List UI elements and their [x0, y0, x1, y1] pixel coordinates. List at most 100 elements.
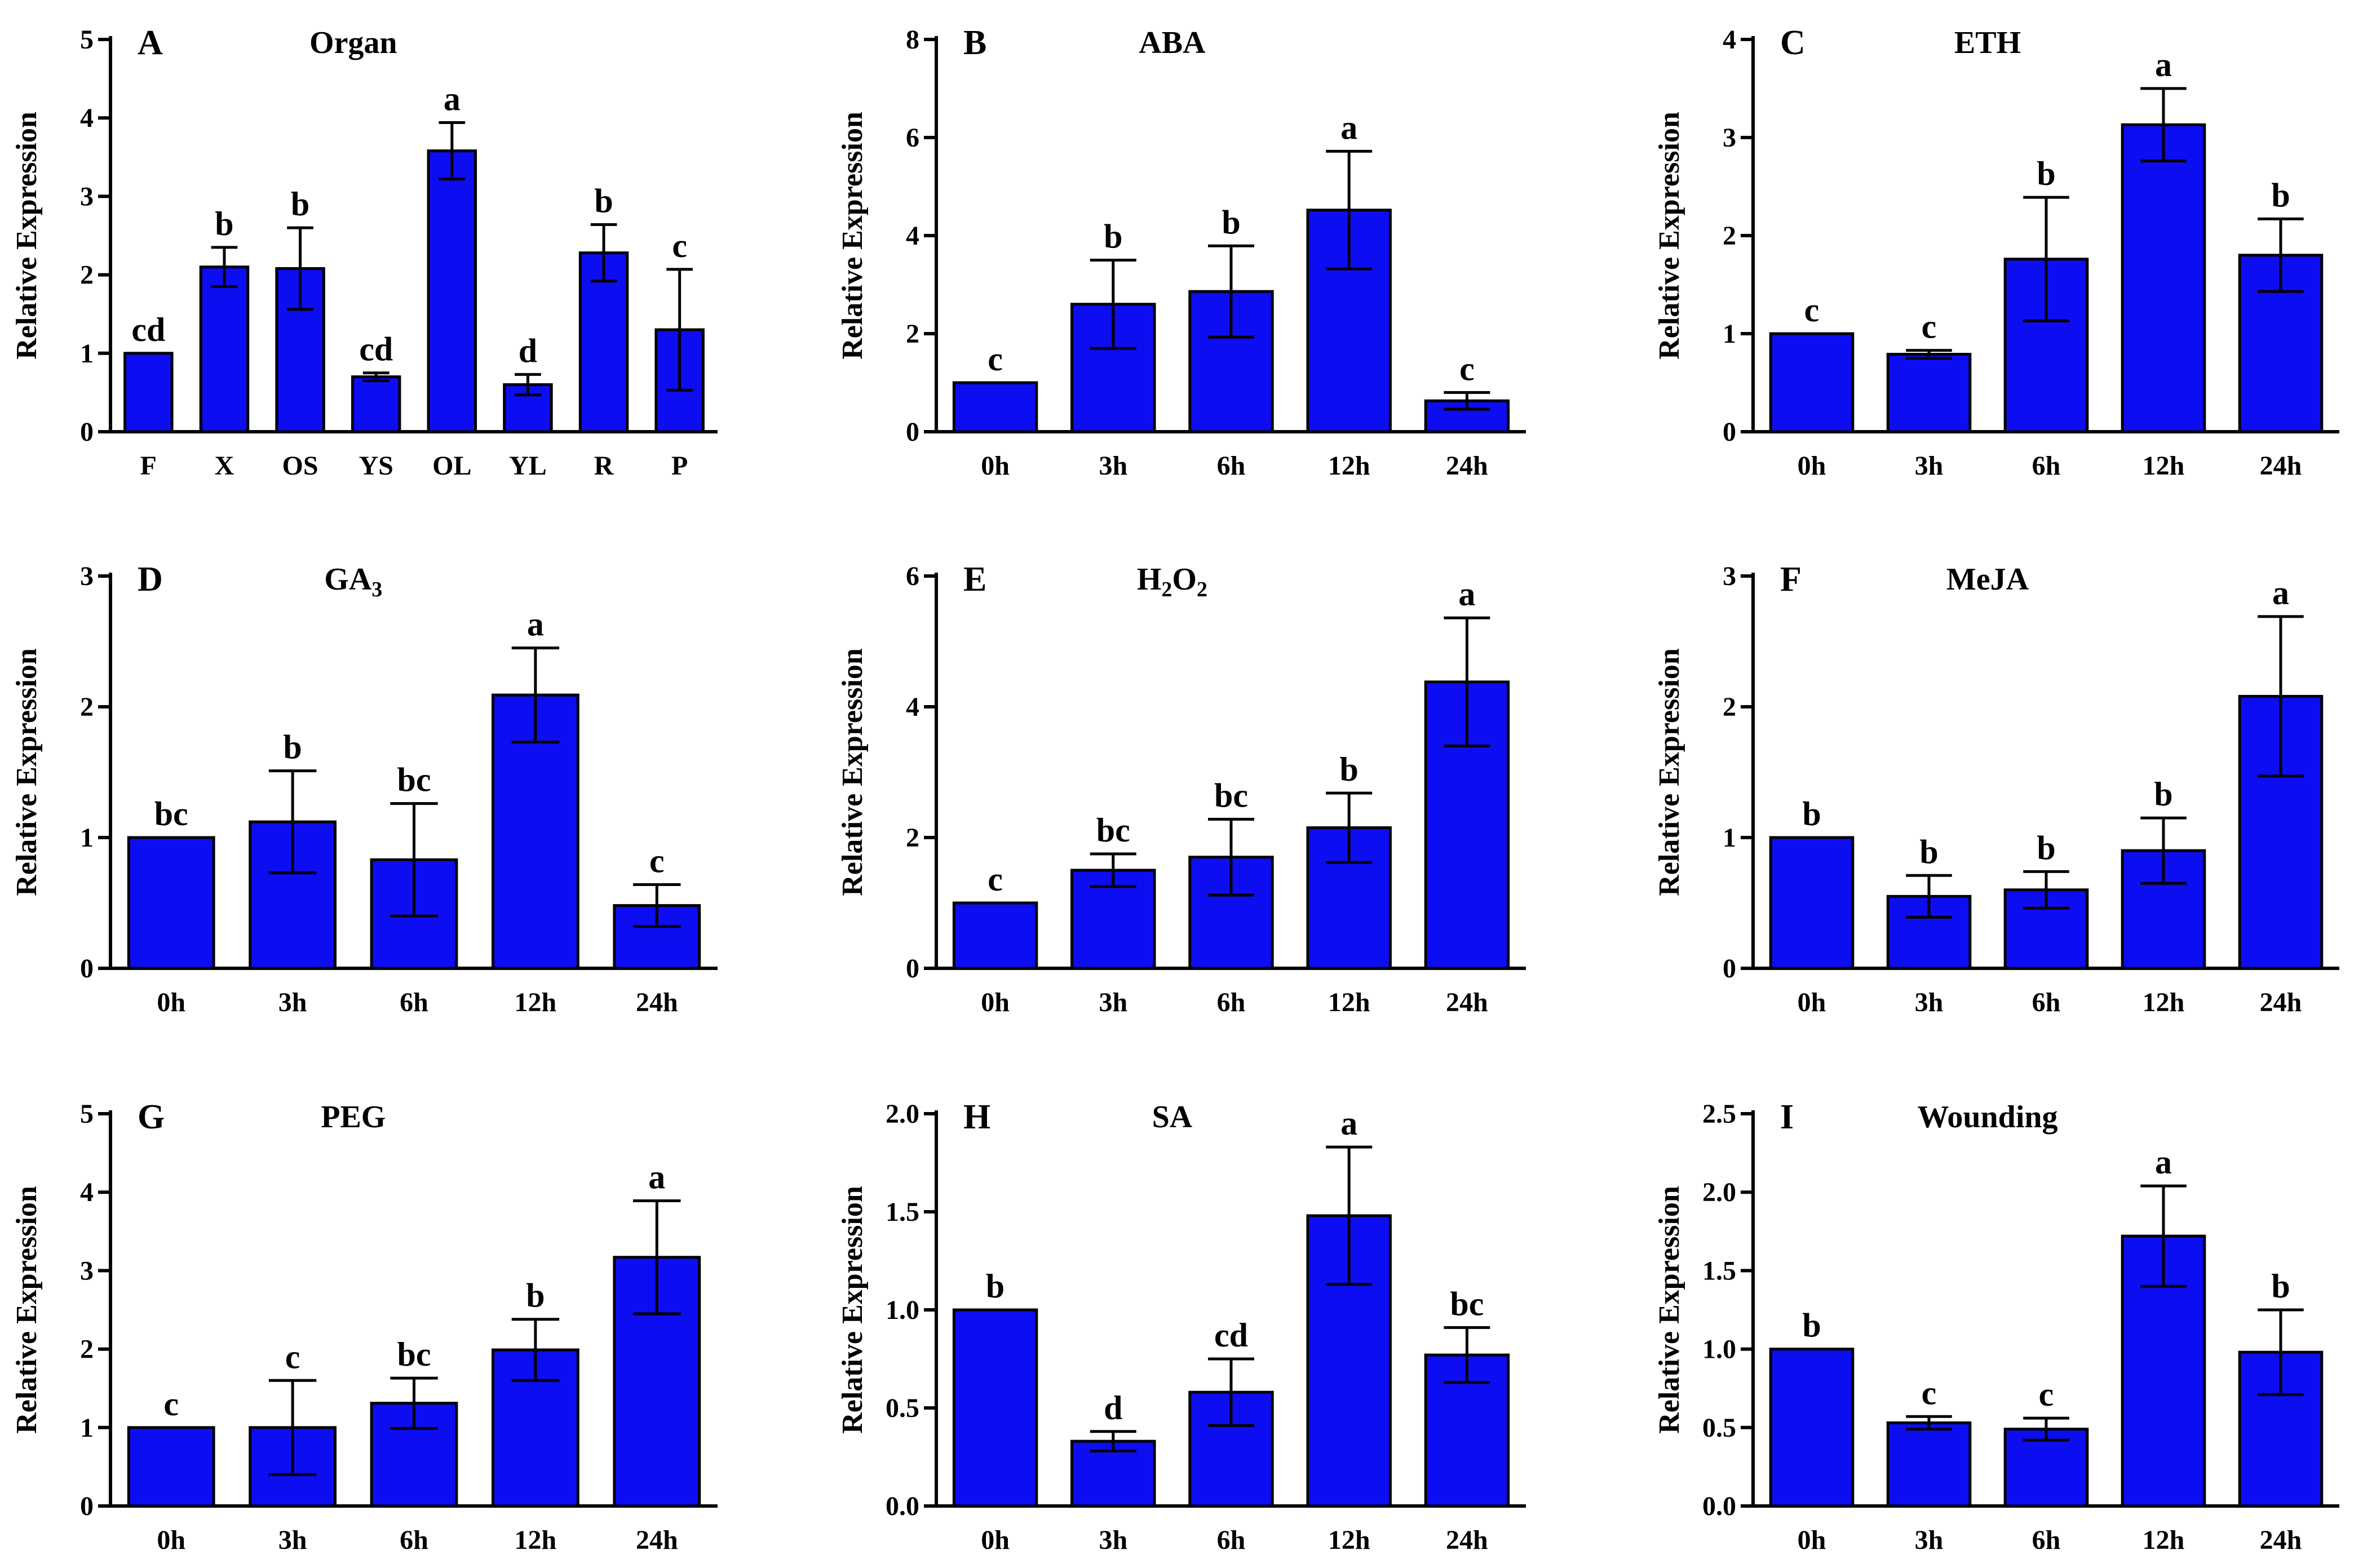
bar-x: [199, 265, 250, 433]
y-tick-label: 2: [1723, 221, 1736, 251]
significance-label: b: [1802, 795, 1821, 832]
significance-label: c: [1804, 291, 1820, 329]
significance-label: b: [1802, 1307, 1821, 1344]
y-tick-label: 0.5: [886, 1393, 919, 1423]
y-tick-label: 2: [80, 260, 94, 290]
x-tick-label: 0h: [1798, 987, 1826, 1017]
significance-label: cd: [359, 331, 393, 368]
significance-label: bc: [1450, 1285, 1484, 1322]
x-tick-label: 0h: [981, 451, 1010, 481]
x-tick-label: 3h: [1099, 451, 1127, 481]
y-tick-label: 2: [80, 1335, 94, 1365]
x-tick-label: 24h: [636, 987, 678, 1017]
y-tick-label: 1.5: [1702, 1256, 1736, 1286]
y-tick-label: 8: [906, 25, 919, 55]
significance-label: d: [519, 332, 537, 369]
y-axis-label: Relative Expression: [11, 648, 43, 896]
y-axis-label: Relative Expression: [11, 112, 43, 360]
x-tick-label: 24h: [1446, 451, 1488, 481]
panel-letter: I: [1780, 1098, 1794, 1136]
y-tick-label: 1: [1723, 319, 1736, 349]
chart-title: ABA: [1139, 25, 1206, 60]
bar-0h: [127, 1426, 215, 1508]
x-tick-label: 6h: [1217, 451, 1246, 481]
chart-title: Organ: [309, 25, 397, 60]
x-tick-label: 12h: [515, 1525, 557, 1555]
y-axis-label: Relative Expression: [1653, 112, 1685, 360]
y-tick-label: 2: [80, 692, 94, 722]
significance-label: c: [163, 1385, 179, 1423]
x-tick-label: 0h: [981, 1525, 1010, 1555]
x-tick-label: 12h: [1328, 451, 1370, 481]
significance-label: c: [1922, 308, 1937, 346]
panel-letter: C: [1780, 24, 1806, 62]
chart-panel-i: 0.0 0.5 1.0 1.5 2.0 2.5 Relative Expression I Wo…: [1653, 1098, 2339, 1555]
significance-label: cd: [131, 311, 165, 348]
panel-letter: H: [963, 1098, 990, 1136]
x-tick-label: 3h: [1915, 451, 1944, 481]
significance-label: cd: [1214, 1317, 1248, 1354]
panel-letter: G: [138, 1098, 165, 1136]
significance-label: bc: [397, 1336, 431, 1373]
y-axis-label: Relative Expression: [837, 1186, 869, 1434]
bar-6h: [2003, 258, 2089, 433]
x-tick-label: 24h: [2260, 451, 2302, 481]
y-tick-label: 4: [80, 103, 94, 133]
significance-label: b: [526, 1277, 545, 1314]
bar-ol: [427, 149, 477, 433]
y-tick-label: 1: [80, 339, 94, 369]
significance-label: c: [649, 843, 665, 880]
y-tick-label: 3: [1723, 561, 1736, 591]
significance-label: b: [283, 729, 302, 766]
bar-0h: [1769, 332, 1855, 433]
y-tick-label: 3: [80, 1256, 94, 1286]
y-axis-label: Relative Expression: [837, 648, 869, 896]
significance-label: c: [672, 227, 687, 264]
chart-panel-g: 0 1 2 3 4 5 Relative Expression G PEG c 0h c 3h bc 6h b…: [11, 1098, 718, 1555]
chart-panel-h: 0.0 0.5 1.0 1.5 2.0 Relative Expression H SA b 0h…: [837, 1098, 1526, 1555]
x-tick-label: 3h: [1915, 987, 1944, 1017]
y-tick-label: 4: [1723, 25, 1736, 55]
x-tick-label: YS: [359, 451, 393, 481]
y-tick-label: 0: [80, 417, 94, 447]
x-tick-label: 6h: [2032, 987, 2061, 1017]
significance-label: a: [2272, 574, 2289, 612]
significance-label: b: [1340, 751, 1358, 788]
bar-ys: [351, 375, 401, 433]
y-tick-label: 3: [80, 181, 94, 211]
bar-12h: [2121, 123, 2206, 433]
bar-0h: [952, 381, 1038, 433]
panel-letter: F: [1780, 560, 1802, 599]
y-tick-label: 0: [80, 954, 94, 984]
bar-0h: [952, 1308, 1038, 1508]
y-tick-label: 2.5: [1702, 1099, 1736, 1129]
chart-title: Wounding: [1917, 1100, 2057, 1135]
significance-label: a: [1458, 575, 1475, 613]
chart-title: ETH: [1954, 25, 2021, 60]
significance-label: b: [2154, 776, 2172, 813]
y-axis-label: Relative Expression: [1653, 1186, 1685, 1434]
chart-panel-c: 0 1 2 3 4 Relative Expression C ETH c 0h c 3h b 6h a 12…: [1653, 24, 2339, 481]
y-axis-label: Relative Expression: [11, 1186, 43, 1434]
x-tick-label: OL: [432, 451, 471, 481]
y-tick-label: 2: [1723, 692, 1736, 722]
y-tick-label: 0: [1723, 417, 1736, 447]
significance-label: b: [986, 1268, 1005, 1305]
x-tick-label: 3h: [1099, 1525, 1127, 1555]
x-tick-label: 12h: [1328, 987, 1370, 1017]
y-tick-label: 2.0: [1702, 1177, 1736, 1207]
bar-3h: [1886, 353, 1972, 433]
significance-label: a: [1340, 1105, 1357, 1142]
x-tick-label: P: [671, 451, 688, 481]
x-tick-label: 24h: [1446, 1525, 1488, 1555]
x-tick-label: R: [594, 451, 614, 481]
x-tick-label: 0h: [1798, 451, 1826, 481]
y-tick-label: 1.0: [1702, 1335, 1736, 1365]
x-tick-label: X: [215, 451, 234, 481]
significance-label: b: [2271, 176, 2290, 214]
y-tick-label: 1: [80, 1413, 94, 1443]
chart-panel-b: 0 2 4 6 8 Relative Expression B ABA c 0h b 3h b 6h a 12…: [837, 24, 1526, 481]
y-tick-label: 5: [80, 25, 94, 55]
chart-panel-d: 0 1 2 3 Relative Expression D GA3 bc 0h b 3h bc 6h a 1…: [11, 560, 718, 1017]
y-tick-label: 1: [80, 823, 94, 853]
